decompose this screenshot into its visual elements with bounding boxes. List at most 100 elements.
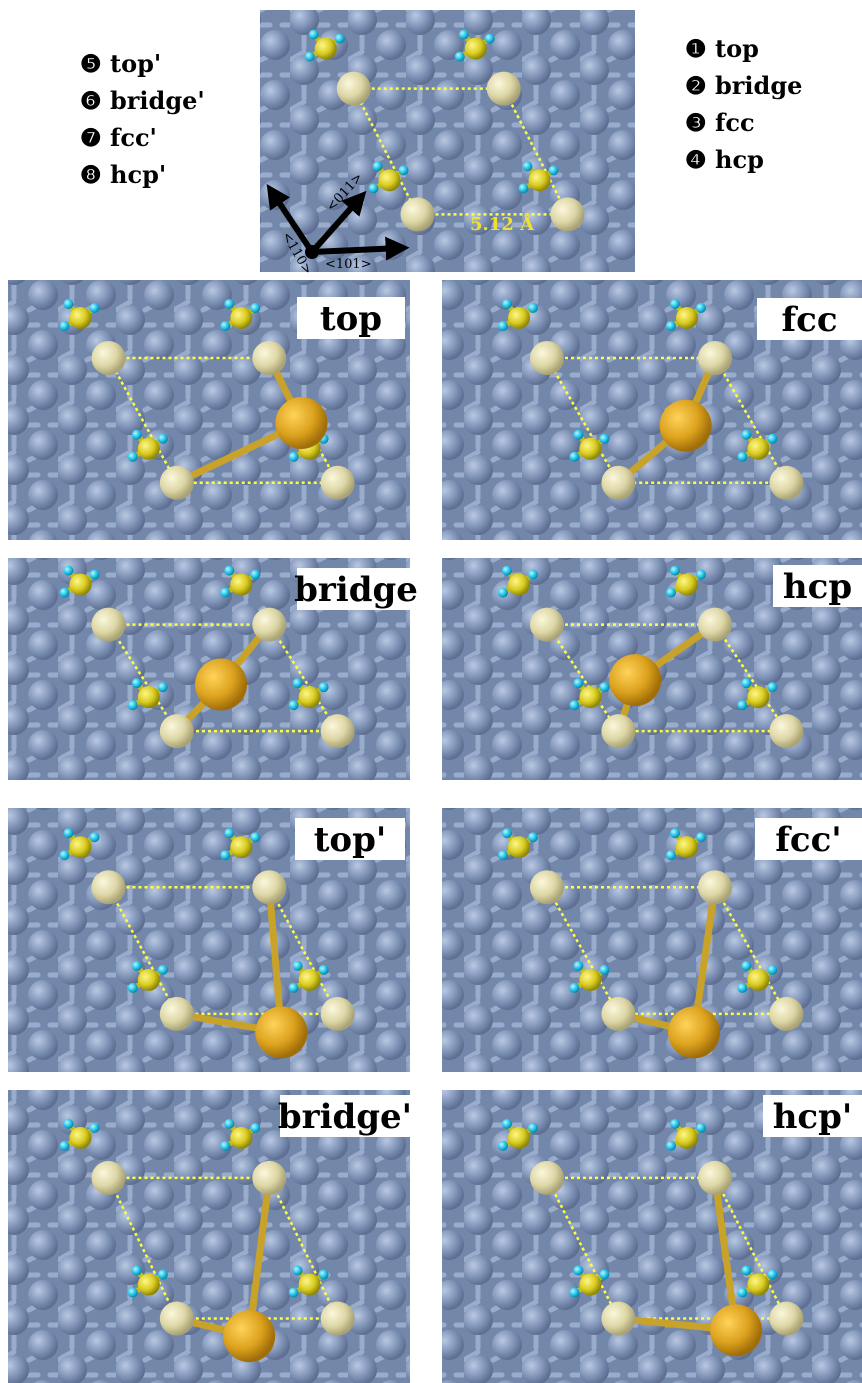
hydrogen-atom [569,983,579,993]
hydrogen-atom [64,299,74,309]
legend-marker: ❼ [80,123,102,152]
hydrogen-atom [369,183,379,193]
hydrogen-atom [599,965,609,975]
hydrogen-atom [519,183,529,193]
carbon-atom [747,686,769,708]
panel-label: fcc' [775,820,841,860]
carbon-atom [138,969,160,991]
hydrogen-atom [224,299,234,309]
carbon-atom [747,1274,769,1296]
hydrogen-atom [696,570,706,580]
hydrogen-atom [498,588,508,598]
hydrogen-atom [573,1266,583,1276]
hydrogen-atom [599,1270,609,1280]
carbon-atom [230,836,252,858]
sulfur-atom [252,341,286,375]
hydrogen-atom [670,566,680,576]
legend-label: fcc' [110,123,157,152]
carbon-atom [138,1274,160,1296]
hydrogen-atom [696,1123,706,1133]
carbon-atom [230,307,252,329]
hydrogen-atom [128,1288,138,1298]
carbon-atom [508,836,530,858]
hydrogen-atom [132,1266,142,1276]
sulfur-atom [321,466,355,500]
hydrogen-atom [696,303,706,313]
sulfur-atom [698,608,732,642]
legend-label: bridge' [110,86,205,115]
hydrogen-atom [528,832,538,842]
carbon-atom [579,438,601,460]
carbon-atom [579,686,601,708]
gold-atom [660,400,712,452]
hydrogen-atom [293,678,303,688]
hydrogen-atom [220,1141,230,1151]
hydrogen-atom [90,832,100,842]
carbon-atom [579,1274,601,1296]
legend-marker: ❽ [80,160,102,189]
hydrogen-atom [309,30,319,40]
hydrogen-atom [293,1266,303,1276]
hydrogen-atom [289,1288,299,1298]
hydrogen-atom [737,1288,747,1298]
carbon-atom [676,574,698,596]
carbon-atom [465,38,487,60]
carbon-atom [508,1127,530,1149]
sulfur-atom [92,608,126,642]
carbon-atom [747,969,769,991]
legend-marker: ❷ [685,71,707,100]
hydrogen-atom [485,34,495,44]
carbon-atom [508,574,530,596]
sulfur-atom [160,997,194,1031]
hydrogen-atom [502,299,512,309]
sulfur-atom [530,341,564,375]
hydrogen-atom [502,828,512,838]
sulfur-atom [530,870,564,904]
hydrogen-atom [289,983,299,993]
carbon-atom [299,969,321,991]
hydrogen-atom [319,965,329,975]
hydrogen-atom [64,1119,74,1129]
legend-marker: ❶ [685,34,707,63]
legend-marker: ❹ [685,145,707,174]
hydrogen-atom [60,588,70,598]
carbon-atom [70,574,92,596]
hydrogen-atom [250,303,260,313]
carbon-atom [747,438,769,460]
hydrogen-atom [528,570,538,580]
carbon-atom [70,1127,92,1149]
hydrogen-atom [289,700,299,710]
hydrogen-atom [741,678,751,688]
hydrogen-atom [335,34,345,44]
sulfur-atom [769,1302,803,1336]
gold-atom [195,659,247,711]
sulfur-atom [769,466,803,500]
hydrogen-atom [319,682,329,692]
sulfur-atom [252,608,286,642]
sulfur-atom [321,1302,355,1336]
hydrogen-atom [666,321,676,331]
hydrogen-atom [549,165,559,175]
gold-atom [668,1006,720,1058]
hydrogen-atom [60,850,70,860]
hydrogen-atom [224,566,234,576]
legend-marker: ❺ [80,49,102,78]
panels: topfccbridgehcptop'fcc'bridge'hcp' [8,280,862,1383]
gold-atom [609,654,661,706]
sulfur-atom [601,997,635,1031]
hydrogen-atom [528,303,538,313]
legend-label: hcp [715,145,764,174]
sulfur-atom [551,197,585,231]
legend-label: top [715,34,759,63]
legend-marker: ❻ [80,86,102,115]
hydrogen-atom [767,965,777,975]
hydrogen-atom [670,299,680,309]
axis-arrow [312,248,400,252]
hydrogen-atom [250,1123,260,1133]
legend-label: bridge [715,71,802,100]
hydrogen-atom [60,1141,70,1151]
carbon-atom [70,307,92,329]
sulfur-atom [92,870,126,904]
hydrogen-atom [573,430,583,440]
carbon-atom [230,574,252,596]
